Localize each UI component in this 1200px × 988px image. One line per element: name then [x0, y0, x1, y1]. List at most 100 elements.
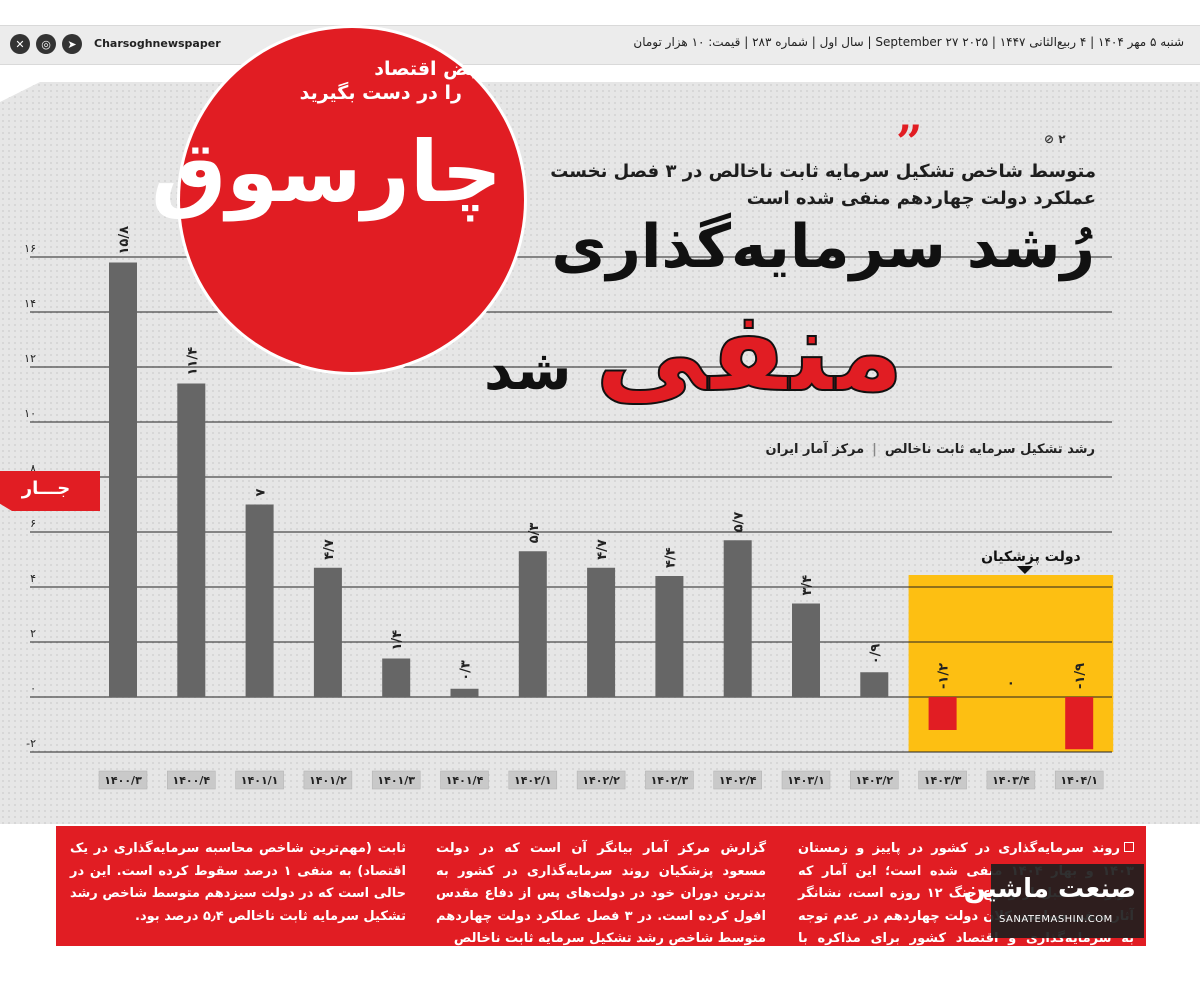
category-box: [713, 770, 762, 790]
category-label: ۱۴۰۰/۳: [104, 774, 142, 787]
y-tick-label: -۲: [26, 737, 36, 750]
bar-value-label: -۱/۹: [1073, 663, 1088, 689]
summary-column-2: گزارش مرکز آمار بیانگر آن است که در دولت…: [436, 841, 766, 946]
social-links: ✕ ◎ ➤: [10, 34, 82, 54]
category-label: ۱۴۰۱/۱: [241, 774, 279, 787]
category-label: ۱۴۰۰/۴: [173, 774, 211, 787]
bar: [109, 262, 137, 697]
headline-line-3: شد: [484, 338, 572, 403]
category-label: ۱۴۰۲/۳: [651, 774, 689, 787]
instagram-icon[interactable]: ◎: [36, 34, 56, 54]
category-label: ۱۴۰۳/۲: [856, 774, 894, 787]
summary-column-1: روند سرمایه‌گذاری در کشور در پاییز و زمس…: [798, 838, 1134, 973]
headline-line-1: رُشد سرمایه‌گذاری: [551, 212, 1097, 282]
category-box: [235, 770, 284, 790]
bar: [177, 383, 206, 697]
bar-value-label: ۰/۹: [868, 644, 883, 665]
category-label: ۱۴۰۱/۳: [377, 774, 415, 787]
bar-value-label: ۳/۴: [800, 575, 815, 596]
category-box: [1054, 770, 1104, 790]
highlight-label: دولت پزشکیان: [981, 549, 1081, 565]
side-tab-label: جـــار: [21, 478, 71, 499]
bar-value-label: ۷: [254, 489, 269, 497]
bar-value-label: ۵/۳: [527, 523, 542, 544]
y-tick-label: ۱۶: [24, 242, 36, 255]
bar-chart: دولت پزشکیان -۲ ۰ ۲ ۴ ۶ ۸ ۱۰ ۱۲ ۱۴ ۱۶ ۱۵/۸ ۱۴۰۰/۳ ۱۱/…: [24, 226, 1114, 790]
summary-text-1: روند سرمایه‌گذاری در کشور در پاییز و زمس…: [798, 841, 1134, 969]
page-number: ۲: [1058, 132, 1066, 146]
bar-value-label: ۴/۷: [322, 539, 337, 560]
logo-slogan-line-1: نبض اقتصاد: [374, 58, 484, 80]
bar: [518, 551, 547, 697]
bar-value-label: ۱/۴: [390, 630, 405, 651]
source-title: رشد تشکیل سرمایه ثابت ناخالص: [884, 442, 1095, 457]
page-badge: ⊘ ۲: [1044, 132, 1066, 146]
bar: [1065, 697, 1094, 750]
bar: [245, 504, 274, 697]
category-box: [440, 770, 489, 790]
y-tick-label: ۲: [30, 627, 36, 640]
category-box: [508, 770, 558, 790]
y-tick-label: ۸: [30, 462, 36, 475]
bar: [792, 603, 820, 697]
category-box: [781, 770, 831, 790]
category-label: ۱۴۰۳/۱: [787, 774, 825, 787]
bullet-icon: [1124, 842, 1134, 852]
bar-value-label: ۴/۴: [663, 547, 678, 568]
y-tick-label: ۱۲: [24, 352, 36, 365]
summary-box: روند سرمایه‌گذاری در کشور در پاییز و زمس…: [56, 826, 1146, 969]
telegram-icon[interactable]: ➤: [62, 34, 82, 54]
category-label: ۱۴۰۲/۱: [514, 774, 552, 787]
category-box: [645, 770, 694, 790]
subhead-line-2: عملکرد دولت چهاردهم منفی شده است: [746, 188, 1096, 209]
y-tick-label: ۴: [30, 572, 36, 585]
bar: [723, 540, 752, 697]
bar: [313, 567, 342, 697]
category-label: ۱۴۰۲/۴: [719, 774, 757, 787]
source-org: مرکز آمار ایران: [765, 442, 865, 457]
category-box: [918, 770, 967, 790]
subhead: متوسط شاخص تشکیل سرمایه ثابت ناخالص در ۳…: [496, 158, 1096, 212]
y-tick-label: ۱۰: [24, 407, 36, 420]
category-label: ۱۴۰۱/۴: [446, 774, 484, 787]
chart-source: رشد تشکیل سرمایه ثابت ناخالص | مرکز آمار ا…: [765, 442, 1095, 457]
bar: [860, 672, 889, 697]
bar-value-label: ۰/۳: [459, 660, 474, 681]
bar: [655, 576, 684, 697]
bar: [587, 567, 616, 697]
y-tick-label: ۰: [30, 682, 36, 695]
dateline: شنبه ۵ مهر ۱۴۰۴ | ۴ ربیع‌الثانی ۱۴۴۷ | S…: [633, 35, 1184, 49]
category-label: ۱۴۰۲/۲: [582, 774, 620, 787]
bar: [928, 697, 957, 730]
logo-wordmark: چارسوق: [151, 123, 505, 221]
category-box: [167, 770, 216, 790]
headline-line-2: منفی: [594, 286, 909, 418]
watermark: صنعت ماشین SANATEMASHIN.COM: [964, 864, 1144, 938]
social-handle[interactable]: Charsoghnewspaper: [94, 37, 221, 50]
summary-column-3: ثابت (مهم‌ترین شاخص محاسبه سرمایه‌گذاری …: [70, 841, 406, 924]
subhead-line-1: متوسط شاخص تشکیل سرمایه ثابت ناخالص در ۳…: [550, 161, 1096, 182]
category-label: ۱۴۰۳/۴: [992, 774, 1030, 787]
category-box: [98, 770, 148, 790]
bar-value-label: ۵/۷: [732, 512, 747, 533]
source-separator: |: [872, 442, 877, 457]
y-tick-label: ۱۴: [24, 297, 36, 310]
newspaper-logo[interactable]: نبض اقتصاد را در دست بگیرید چارسوق: [151, 28, 524, 372]
highlight-pointer-icon: [1016, 566, 1033, 574]
category-box: [371, 770, 421, 790]
category-label: ۱۴۰۳/۳: [924, 774, 962, 787]
x-icon[interactable]: ✕: [10, 34, 30, 54]
logo-slogan-line-2: را در دست بگیرید: [299, 82, 462, 104]
bar-value-label: ۱۵/۸: [117, 226, 132, 255]
category-box: [850, 770, 899, 790]
watermark-url: SANATEMASHIN.COM: [999, 914, 1113, 925]
top-bar: شنبه ۵ مهر ۱۴۰۴ | ۴ ربیع‌الثانی ۱۴۴۷ | S…: [0, 25, 1200, 65]
category-box: [986, 770, 1036, 790]
category-box: [303, 770, 353, 790]
category-label: ۱۴۰۴/۱: [1060, 774, 1098, 787]
quote-icon: ”: [896, 115, 923, 169]
category-label: ۱۴۰۱/۲: [309, 774, 347, 787]
bar: [382, 658, 411, 697]
bar-value-label: ۱۱/۴: [185, 347, 200, 376]
